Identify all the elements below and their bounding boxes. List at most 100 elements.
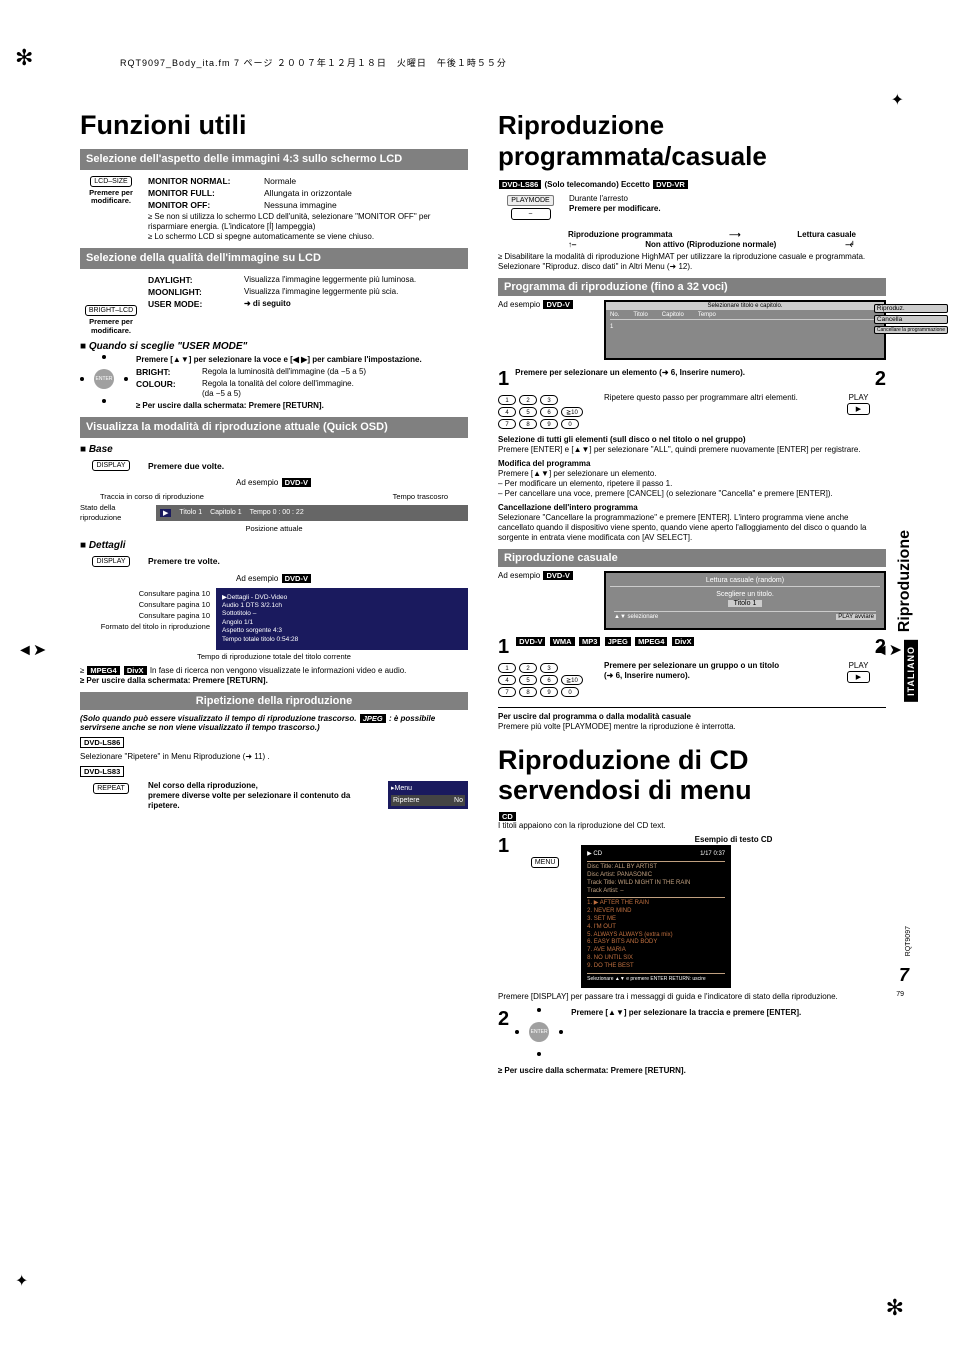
label: COLOUR: [136,379,196,389]
example-label: Ad esempio [236,574,278,583]
step-number: 2 [875,368,886,391]
dvd-v-tag: DVD-V [282,574,311,583]
sub-heading: Selezione di tutti gli elementi (sull di… [498,435,886,445]
headline-cd: Riproduzione di CD servendosi di menu [498,746,886,805]
value: Nessuna immagine [264,200,337,210]
section-bar: Ripetizione della riproduzione [80,692,468,710]
side-tab: Riproduzione [896,530,914,632]
osd-text: Titolo 1 [179,509,202,517]
keypad-icon: 456≧10 [498,675,598,685]
instruction: Premere per selezionare un elemento (➜ 6… [515,368,869,378]
note: Per uscire dalla schermata: Premere [RET… [498,1066,886,1076]
label: MONITOR FULL: [148,188,258,198]
sub-heading: Dettagli [80,540,468,551]
label: USER MODE: [148,299,238,309]
sub-heading: Quando si sceglie "USER MODE" [80,341,468,352]
play-button[interactable]: ▶ [847,671,870,683]
note: Se non si utilizza lo schermo LCD dell'u… [148,212,468,232]
label: ▲▼ selezionare [614,614,658,620]
value: Visualizza l'immagine leggermente più sc… [244,287,398,297]
note: In fase di ricerca non vengono visualizz… [150,666,407,675]
example-label: Ad esempio [236,478,278,487]
side-tab-language: ITALIANO [904,640,918,702]
page-number-small: 79 [896,991,904,998]
step-number: 1 [498,636,509,659]
enter-dpad-icon: ENTER [515,1008,563,1056]
display-button[interactable]: DISPLAY [92,460,129,471]
label: Durante l'arresto [569,194,886,204]
instruction: Premere [▲▼] per selezionare la traccia … [571,1008,886,1018]
label: Riproduzione programmata [568,230,672,240]
press-label: Premere per modificare. [80,318,142,335]
step-number: 1 [498,368,509,391]
keypad-icon: 123 [498,395,598,405]
label: Formato del titolo in riproduzione [80,621,210,632]
tag: JPEG [605,637,631,646]
note: (Solo quando può essere visualizzato il … [80,714,359,723]
lcd-size-button[interactable]: LCD–SIZE [90,176,131,187]
osd-button[interactable]: Riproduz. [874,304,948,313]
note: Disabilitare la modalità di riproduzione… [498,252,886,272]
label: Stato della riproduzione [80,503,150,522]
bright-lcd-button[interactable]: BRIGHT–LCD [85,305,137,316]
label: Consultare pagina 10 [80,588,210,599]
play-button[interactable]: ▶ [847,403,870,415]
cd-osd: ▶ CD1/17 0:37 Disc Title: ALL BY ARTIST … [581,845,731,988]
label: PLAY [831,661,886,671]
display-button[interactable]: DISPLAY [92,556,129,567]
section-bar: Selezione della qualità dell'immagine su… [80,248,468,269]
note: Per uscire dalla schermata: Premere [RET… [80,676,468,686]
osd-line: ▶Dettagli - DVD-Video [222,594,462,602]
label: Tempo trascosro [393,492,448,501]
keypad-icon: 7890 [498,687,598,697]
instruction: Premere tre volte. [148,556,220,566]
osd-button[interactable]: Cancellare la programmazione [874,326,948,334]
instruction: Selezionare "Ripetere" in Menu Riproduzi… [80,752,468,762]
playmode-button[interactable]: ⎯ [511,208,551,220]
instruction: Premere due volte. [148,461,224,471]
enter-dpad-icon: ENTER [80,355,128,403]
sub-heading: Base [80,444,468,455]
label: Selezionare titolo e capitolo. [606,302,884,310]
cd-tag: CD [499,812,516,821]
osd-line: Aspetto sorgente 4:3 [222,627,462,635]
keypad-icon: 123 [498,663,598,673]
label: Scegliere un titolo. [614,591,876,598]
header-filename: RQT9097_Body_ita.fm 7 ページ ２００７年１２月１８日 火曜… [120,56,507,69]
mpeg4-tag: MPEG4 [87,666,119,675]
osd-line: Tempo totale titolo 0:54:28 [222,636,462,644]
menu-button[interactable]: MENU [531,857,560,868]
osd-text: Menu [395,785,413,792]
repeat-button[interactable]: REPEAT [93,783,129,794]
step-number: 2 [498,1008,509,1031]
dvd-ls86-tag: DVD-LS86 [499,180,541,189]
label: Consultare pagina 10 [80,610,210,621]
tag: MP3 [579,637,600,646]
dvd-vr-tag: DVD-VR [653,180,688,189]
sub-heading: Modifica del programma [498,459,886,469]
label: Consultare pagina 10 [80,599,210,610]
label: MOONLIGHT: [148,287,238,297]
value: Visualizza l'immagine leggermente più lu… [244,275,416,285]
section-bar: Selezione dell'aspetto delle immagini 4:… [80,149,468,170]
osd-button[interactable]: Cancella [874,315,948,324]
arrow-icon: ⎯↲ [846,240,856,250]
note: Per uscire dalla schermata: Premere [RET… [136,401,468,411]
tag: MPEG4 [635,637,667,646]
jpeg-tag: JPEG [360,714,386,723]
osd-text: No [454,796,463,805]
arrow-icon: ⟶ [729,230,740,240]
label: Ad esempio [498,571,540,580]
label: Lettura casuale (random) [610,577,880,587]
tag: DVD-V [516,637,545,646]
label: Traccia in corso di riproduzione [100,492,204,501]
press-label: Premere per modificare. [80,189,142,206]
label: Non attivo (Riproduzione normale) [645,240,776,250]
value: Regola la luminosità dell'immagine (da −… [202,367,366,377]
keypad-icon: 456≧10 [498,407,598,417]
note: Lo schermo LCD si spegne automaticamente… [148,232,468,242]
text: Premere più volte [PLAYMODE] mentre la r… [498,722,886,732]
label: (Solo telecomando) Eccetto [545,180,650,189]
col-header: Tempo [698,312,716,318]
crop-mark-icon: ✦ [15,1271,28,1291]
